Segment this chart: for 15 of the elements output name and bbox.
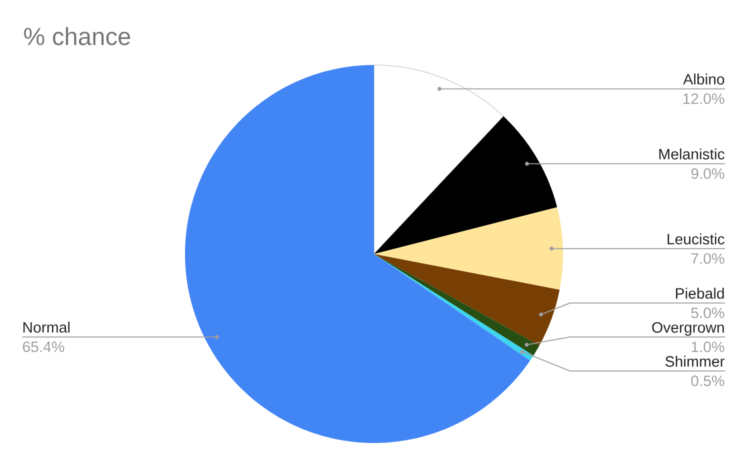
slice-label: Melanistic [659, 148, 724, 160]
data-label: 0.5% [691, 376, 724, 386]
data-label: 7.0% [691, 253, 724, 264]
data-label: 65.4% [22, 341, 64, 352]
slice-label: Normal [23, 322, 70, 333]
chart-title: % chance [24, 27, 130, 46]
data-label: 9.0% [691, 168, 724, 179]
slice-label: Overgrown [652, 322, 724, 336]
data-label: 1.0% [692, 342, 724, 352]
data-label: 5.0% [691, 308, 724, 318]
slice-label: Piebald [676, 288, 724, 299]
slice-label: Leucistic [668, 233, 724, 244]
slice-label: Shimmer [665, 356, 725, 367]
data-label: 12.0% [683, 93, 724, 104]
slice-label: Albino [683, 74, 724, 85]
